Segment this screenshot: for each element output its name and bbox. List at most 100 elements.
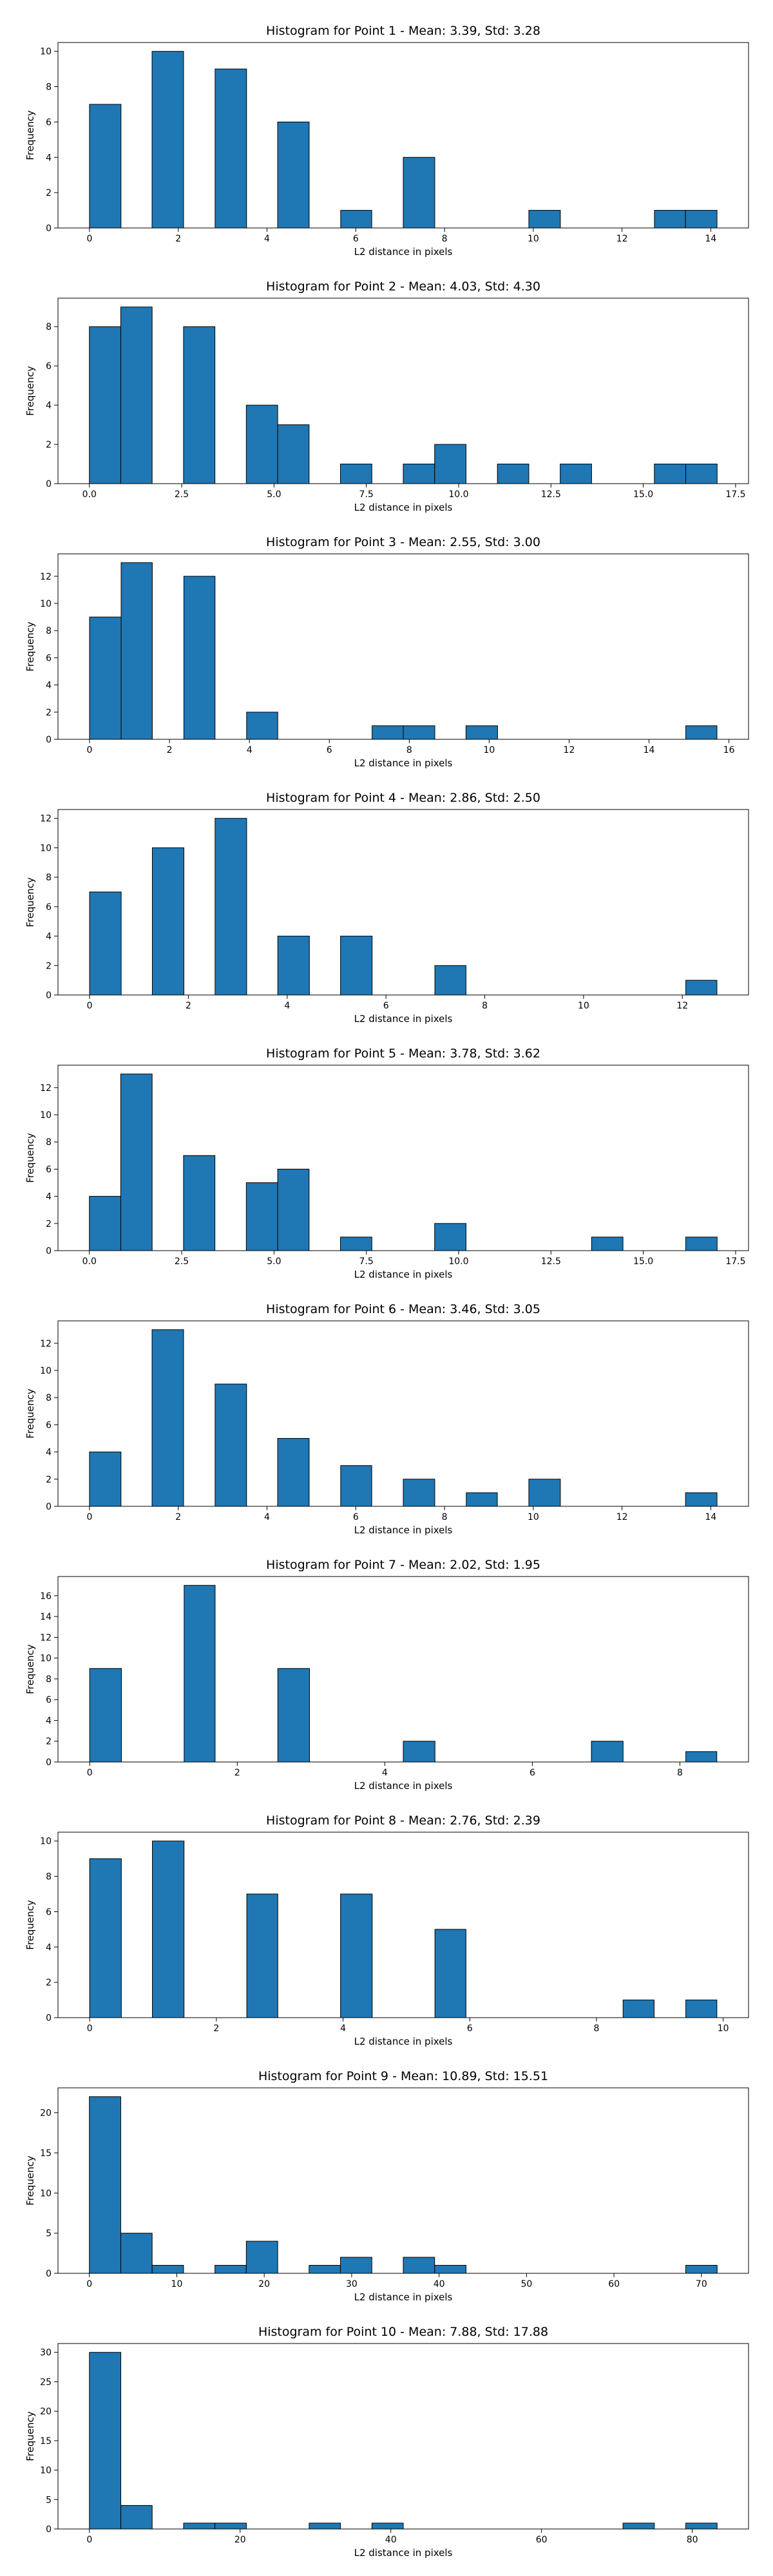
y-tick-label: 4 (46, 1192, 52, 1202)
bar (245, 2240, 278, 2274)
y-tick-label: 2 (46, 440, 52, 450)
x-tick-label: 7.5 (359, 1256, 374, 1267)
y-tick-label: 10 (40, 47, 52, 57)
bar (120, 307, 153, 484)
axes-frame (57, 1320, 749, 1507)
y-tick-label: 10 (40, 1110, 52, 1121)
x-tick-label: 5.0 (267, 489, 281, 500)
y-tick-label: 12 (40, 1339, 52, 1349)
x-tick-label: 15.0 (633, 1256, 653, 1267)
bar (340, 1465, 372, 1507)
x-tick-label: 20 (258, 2279, 270, 2289)
bar (340, 1236, 372, 1251)
y-tick-label: 6 (46, 117, 52, 128)
x-tick-label: 50 (520, 2279, 532, 2289)
y-tick-label: 4 (46, 1942, 52, 1953)
bar (591, 1236, 624, 1251)
y-tick-label: 0 (46, 2013, 52, 2023)
y-tick-label: 4 (46, 401, 52, 411)
bar (403, 156, 435, 229)
bar (183, 1155, 216, 1251)
x-tick-label: 0 (87, 1768, 93, 1778)
y-tick-label: 0 (46, 479, 52, 489)
x-tick-label: 0 (86, 1512, 92, 1522)
bar (622, 2000, 654, 2018)
bar (152, 1841, 185, 2018)
bar (120, 562, 153, 740)
y-tick-label: 4 (46, 1716, 52, 1726)
x-axis-label: L2 distance in pixels (354, 1013, 453, 1025)
y-tick-label: 8 (46, 82, 52, 93)
bar (277, 1438, 310, 1507)
chart-title: Histogram for Point 10 - Mean: 7.88, Std… (258, 2325, 548, 2339)
y-axis-label: Frequency (24, 621, 36, 672)
y-tick-label: 12 (40, 1633, 52, 1643)
x-tick-label: 2 (175, 1512, 181, 1522)
x-tick-label: 12.5 (541, 1256, 561, 1267)
x-tick-label: 60 (536, 2535, 548, 2545)
y-tick-label: 0 (46, 990, 52, 1001)
y-axis-label: Frequency (24, 110, 36, 160)
chart-title: Histogram for Point 5 - Mean: 3.78, Std:… (266, 1046, 540, 1061)
bar (215, 68, 247, 229)
x-tick-label: 4 (264, 234, 270, 244)
y-tick-label: 20 (40, 2108, 52, 2119)
bar (622, 2523, 655, 2530)
bar (89, 1858, 122, 2018)
bar (403, 1741, 435, 1763)
axes-frame (57, 1065, 749, 1251)
bar (120, 2233, 153, 2274)
x-tick-label: 8 (677, 1768, 683, 1778)
y-tick-label: 6 (46, 1420, 52, 1430)
bar (685, 1236, 718, 1251)
bar (497, 464, 530, 484)
x-tick-label: 30 (346, 2279, 358, 2289)
x-tick-label: 0 (87, 745, 93, 755)
chart-title: Histogram for Point 8 - Mean: 2.76, Std:… (266, 1814, 540, 1828)
bar (151, 2265, 184, 2274)
bar (151, 847, 185, 996)
x-tick-label: 70 (696, 2279, 707, 2289)
y-tick-label: 16 (40, 1591, 52, 1602)
y-tick-label: 2 (46, 188, 52, 198)
chart-title: Histogram for Point 6 - Mean: 3.46, Std:… (266, 1302, 540, 1316)
bar (89, 616, 122, 740)
bar (215, 2265, 247, 2274)
x-tick-label: 17.5 (725, 1256, 745, 1267)
bar (277, 121, 310, 229)
x-tick-label: 8 (482, 1001, 488, 1011)
bar (403, 2257, 435, 2274)
x-tick-label: 16 (723, 745, 735, 755)
bar (685, 464, 718, 484)
y-axis-label: Frequency (24, 366, 36, 416)
bar (434, 965, 466, 996)
y-tick-label: 0 (46, 1246, 52, 1256)
y-tick-label: 6 (46, 361, 52, 372)
y-tick-label: 0 (46, 1502, 52, 1512)
bar (151, 1329, 184, 1507)
x-tick-label: 2 (213, 2023, 219, 2034)
x-tick-label: 5.0 (267, 1256, 281, 1267)
axes-frame (57, 809, 749, 996)
y-tick-label: 4 (46, 153, 52, 163)
bar (151, 51, 184, 229)
bar (277, 936, 310, 996)
x-tick-label: 8 (594, 2023, 600, 2034)
x-tick-label: 0 (86, 234, 92, 244)
y-tick-label: 15 (40, 2148, 52, 2159)
y-tick-label: 5 (46, 2229, 52, 2239)
x-axis-label: L2 distance in pixels (354, 502, 453, 513)
x-tick-label: 14 (705, 1512, 717, 1522)
x-tick-label: 17.5 (725, 489, 745, 500)
chart-title: Histogram for Point 2 - Mean: 4.03, Std:… (266, 279, 540, 294)
chart-title: Histogram for Point 7 - Mean: 2.02, Std:… (266, 1558, 540, 1572)
y-tick-label: 10 (40, 843, 52, 853)
bar (184, 1585, 216, 1763)
x-tick-label: 2.5 (175, 489, 189, 500)
bar (89, 1668, 122, 1763)
y-tick-label: 0 (46, 2269, 52, 2279)
bar (120, 1074, 153, 1251)
x-tick-label: 4 (340, 2023, 346, 2034)
y-tick-label: 8 (46, 1674, 52, 1685)
x-axis-label: L2 distance in pixels (354, 1524, 453, 1536)
